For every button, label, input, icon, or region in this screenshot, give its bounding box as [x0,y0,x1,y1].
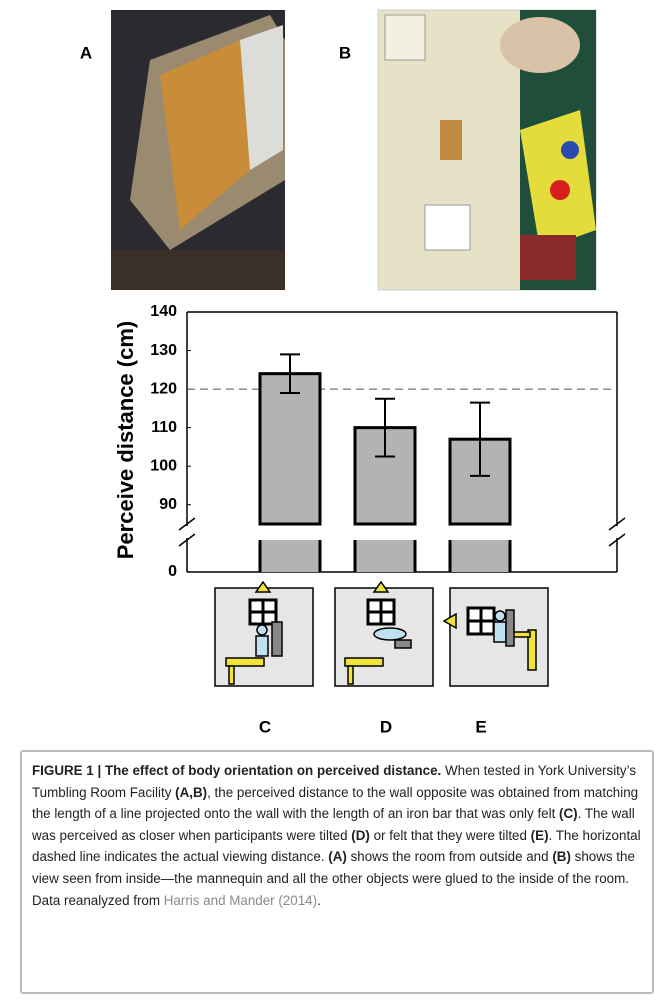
panel-label: B [339,43,351,62]
x-category-label: E [475,717,486,736]
y-tick-label: 140 [150,303,177,320]
figure: A B [0,0,667,745]
caption-ref: (B) [552,849,571,864]
y-axis-label: Perceive distance (cm) [113,321,138,559]
panel-label: A [80,43,92,62]
icon [335,582,433,686]
caption-ref: (D) [351,828,370,843]
x-category-label: C [259,717,271,736]
y-tick-label: 130 [150,342,177,359]
caption-ref: (A,B) [175,785,207,800]
citation-link[interactable]: Harris and Mander (2014) [164,893,317,908]
y-tick-label: 90 [159,496,177,513]
icon [215,582,313,686]
caption-text: shows the room from outside and [347,849,552,864]
caption-ref: (C) [559,806,578,821]
page: {"panels": ["A", "B"], "chart_data": {"t… [0,0,667,1000]
photo-b [378,10,596,290]
caption-title: FIGURE 1 | The effect of body orientatio… [32,763,441,778]
icon [444,588,548,686]
y-tick-label: 0 [168,563,177,580]
y-tick-label: 110 [151,419,177,436]
bar-stub [450,540,510,572]
y-tick-label: 100 [150,457,177,474]
photo-a [111,10,285,290]
caption-text: . [317,893,321,908]
caption: FIGURE 1 | The effect of body orientatio… [20,750,654,994]
bar [260,374,320,524]
y-tick-label: 120 [150,380,177,397]
x-category-label: D [380,717,392,736]
bar-stub [260,540,320,572]
bar-stub [355,540,415,572]
caption-ref: (E) [531,828,549,843]
caption-text: or felt that they were tilted [370,828,531,843]
caption-ref: (A) [328,849,347,864]
